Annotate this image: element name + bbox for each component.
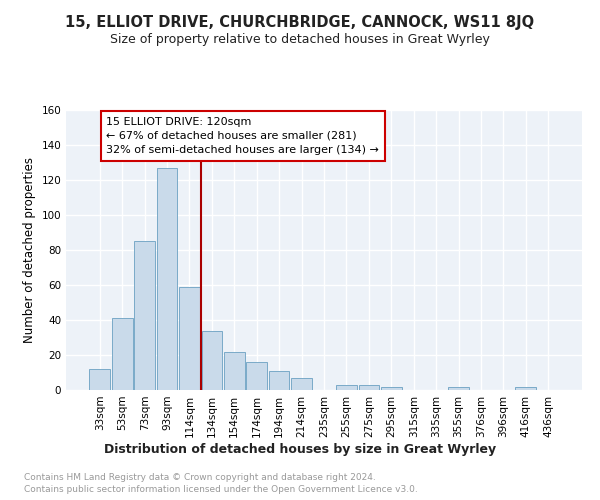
Y-axis label: Number of detached properties: Number of detached properties bbox=[23, 157, 36, 343]
Bar bbox=[179, 287, 200, 390]
Bar bbox=[224, 352, 245, 390]
Bar bbox=[269, 371, 289, 390]
Bar bbox=[448, 386, 469, 390]
Bar bbox=[381, 386, 401, 390]
Bar bbox=[359, 385, 379, 390]
Text: Size of property relative to detached houses in Great Wyrley: Size of property relative to detached ho… bbox=[110, 32, 490, 46]
Bar bbox=[515, 386, 536, 390]
Text: 15 ELLIOT DRIVE: 120sqm
← 67% of detached houses are smaller (281)
32% of semi-d: 15 ELLIOT DRIVE: 120sqm ← 67% of detache… bbox=[106, 117, 379, 155]
Bar bbox=[336, 385, 357, 390]
Bar bbox=[89, 369, 110, 390]
Bar bbox=[291, 378, 312, 390]
Text: 15, ELLIOT DRIVE, CHURCHBRIDGE, CANNOCK, WS11 8JQ: 15, ELLIOT DRIVE, CHURCHBRIDGE, CANNOCK,… bbox=[65, 15, 535, 30]
Text: Contains HM Land Registry data © Crown copyright and database right 2024.: Contains HM Land Registry data © Crown c… bbox=[24, 472, 376, 482]
Text: Contains public sector information licensed under the Open Government Licence v3: Contains public sector information licen… bbox=[24, 485, 418, 494]
Bar bbox=[134, 242, 155, 390]
Bar bbox=[112, 318, 133, 390]
Text: Distribution of detached houses by size in Great Wyrley: Distribution of detached houses by size … bbox=[104, 442, 496, 456]
Bar bbox=[157, 168, 178, 390]
Bar bbox=[202, 330, 222, 390]
Bar bbox=[247, 362, 267, 390]
